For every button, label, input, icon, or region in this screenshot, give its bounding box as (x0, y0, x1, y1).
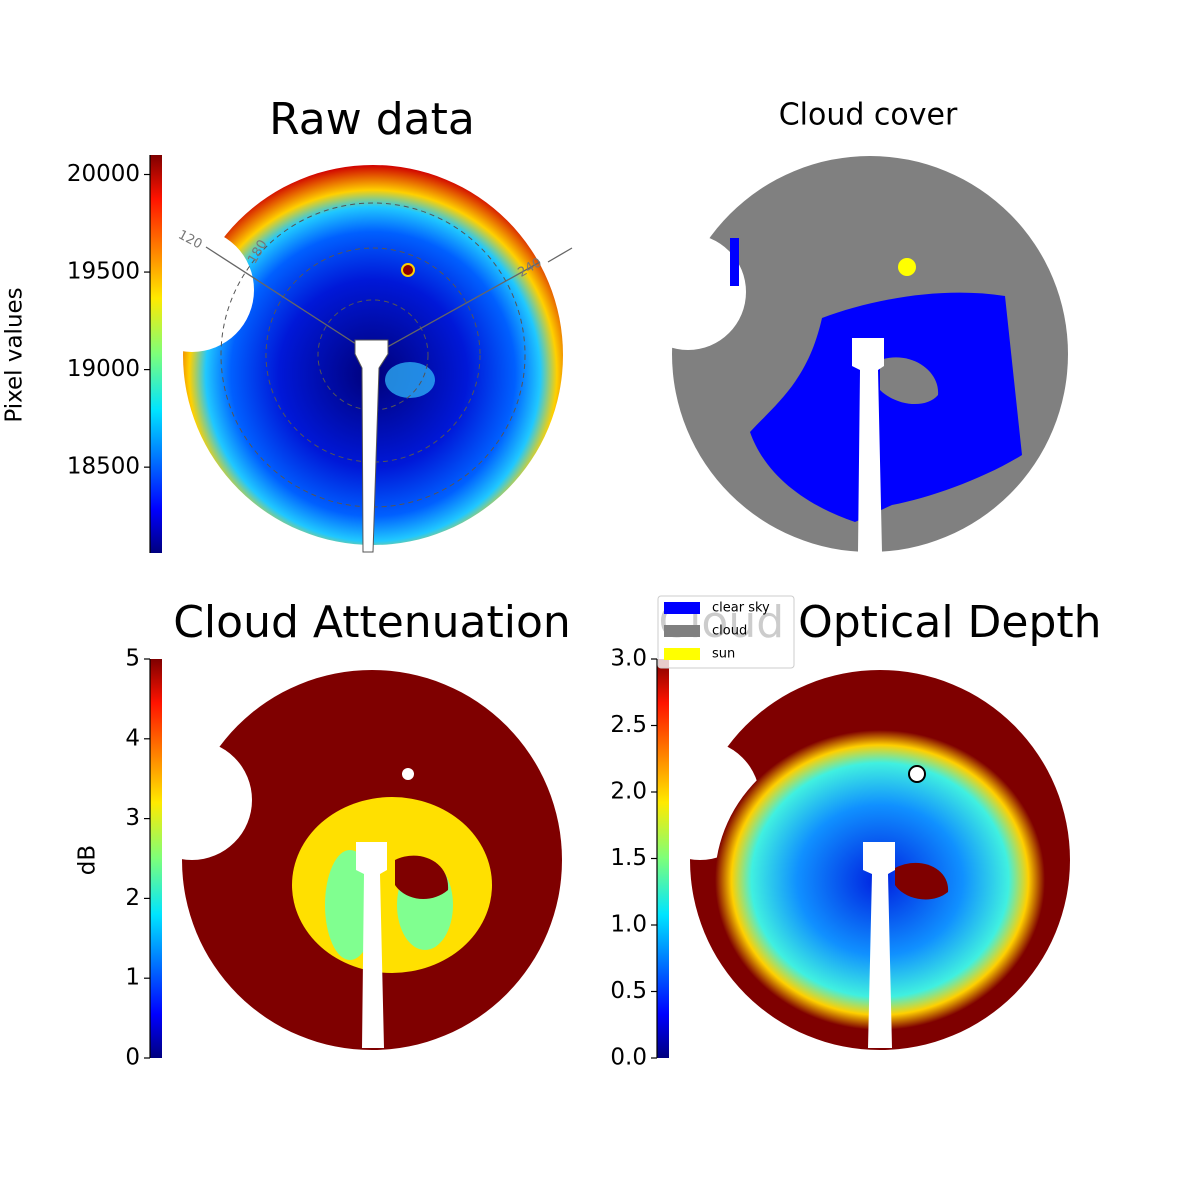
chart-title: Cloud Attenuation (173, 597, 571, 648)
colorbar (150, 659, 162, 1058)
chart-title: Cloud cover (779, 98, 958, 133)
tick-label: 2.0 (610, 779, 647, 805)
tick-label: 19500 (67, 259, 140, 285)
legend-label: cloud (712, 624, 747, 639)
legend-label: clear sky (712, 601, 770, 616)
legend-swatch (664, 648, 700, 660)
colorbar (150, 155, 162, 553)
tick-label: 0.5 (610, 978, 647, 1004)
legend-swatch (664, 625, 700, 637)
tick-label: 5 (125, 646, 140, 672)
tick-label: 1.0 (610, 912, 647, 938)
tick-label: 1.5 (610, 845, 647, 871)
sky-image (640, 670, 1070, 1050)
chart-title: Raw data (269, 94, 475, 145)
colorbar-label: dB (75, 845, 101, 875)
tick-label: 0.0 (610, 1045, 647, 1071)
sky-image (132, 670, 562, 1050)
legend-label: sun (712, 647, 735, 662)
legend-swatch (664, 602, 700, 614)
tick-label: 0 (125, 1045, 140, 1071)
tick-label: 1 (125, 965, 140, 991)
tick-label: 19000 (67, 356, 140, 382)
colorbar (657, 659, 669, 1058)
colorbar-label: Pixel values (2, 287, 28, 422)
tick-label: 20000 (67, 161, 140, 187)
tick-label: 3 (125, 805, 140, 831)
sky-image (630, 156, 1068, 552)
tick-label: 3.0 (610, 646, 647, 672)
tick-label: 2.5 (610, 712, 647, 738)
tick-label: 4 (125, 725, 140, 751)
sky-image (130, 165, 573, 553)
tick-label: 2 (125, 885, 140, 911)
tick-label: 18500 (67, 454, 140, 480)
